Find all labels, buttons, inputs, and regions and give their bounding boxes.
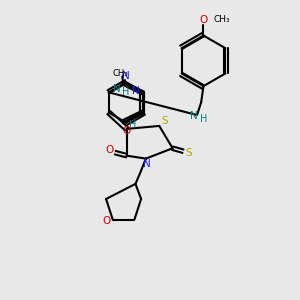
Text: O: O <box>105 145 113 155</box>
Text: N: N <box>131 86 139 96</box>
Text: N: N <box>143 159 151 169</box>
Text: N: N <box>113 84 121 94</box>
Text: H: H <box>200 114 208 124</box>
Text: O: O <box>200 15 208 25</box>
Text: H: H <box>129 120 137 130</box>
Text: N: N <box>190 111 198 121</box>
Text: O: O <box>122 126 130 136</box>
Text: S: S <box>161 116 168 127</box>
Text: H: H <box>122 87 130 97</box>
Text: N: N <box>122 71 130 81</box>
Text: CH₃: CH₃ <box>214 15 230 24</box>
Text: CH₃: CH₃ <box>112 69 128 78</box>
Text: S: S <box>186 148 192 158</box>
Text: O: O <box>102 216 110 226</box>
